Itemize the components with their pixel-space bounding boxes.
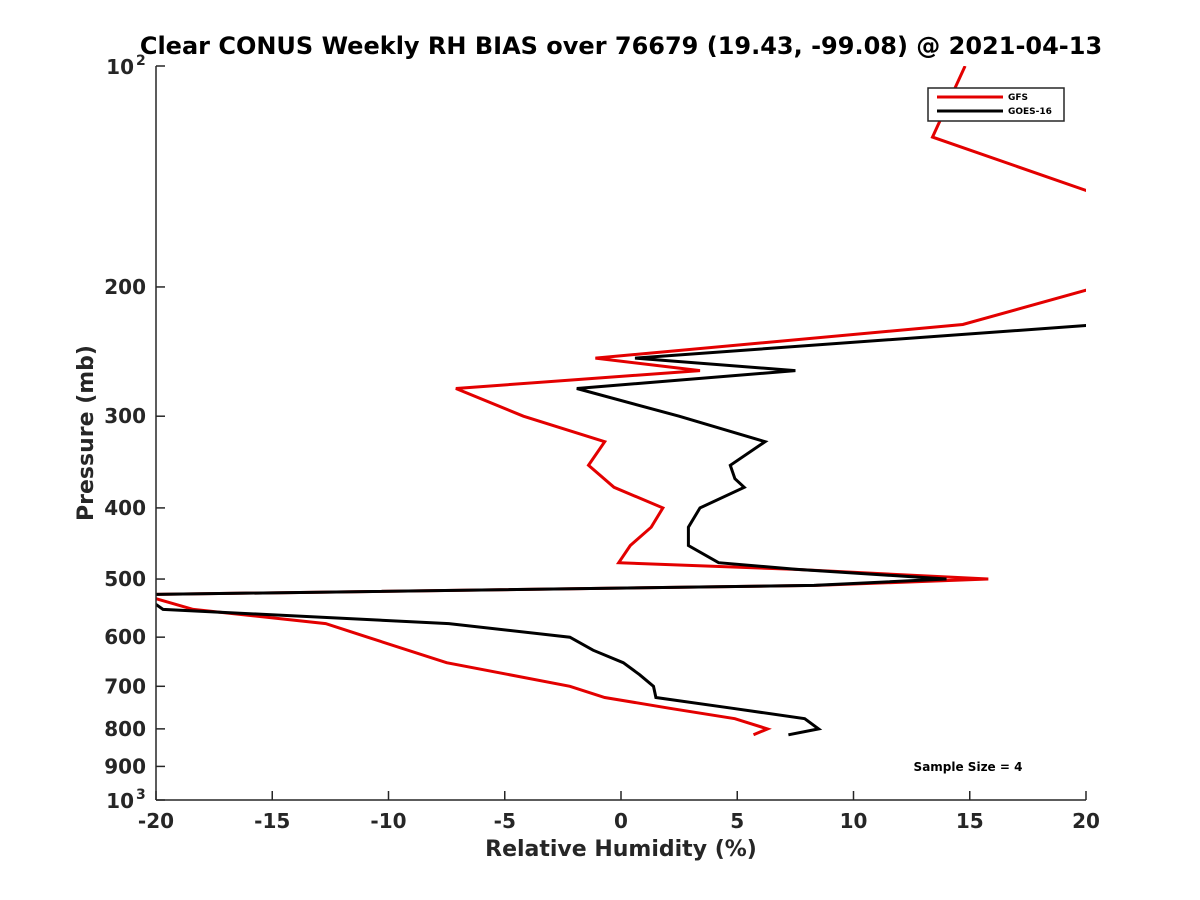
y-tick-label: 500 <box>104 567 146 591</box>
x-tick-label: 5 <box>730 809 744 833</box>
y-tick-label: 10 <box>106 55 134 79</box>
x-tick-label: -5 <box>494 809 516 833</box>
legend-box <box>927 87 1065 122</box>
y-tick-label: 10 <box>106 789 134 813</box>
x-tick-label: 15 <box>956 809 984 833</box>
x-tick-label: 0 <box>614 809 628 833</box>
series-layer <box>156 66 1086 737</box>
x-tick-label: -15 <box>254 809 290 833</box>
chart-title: Clear CONUS Weekly RH BIAS over 76679 (1… <box>140 32 1102 60</box>
y-tick-label: 400 <box>104 496 146 520</box>
y-tick-label: 900 <box>104 754 146 778</box>
legend: GFS GOES-16 <box>927 87 1065 122</box>
x-tick-label: -10 <box>370 809 406 833</box>
y-tick-label: 300 <box>104 404 146 428</box>
x-tick-label: -20 <box>138 809 174 833</box>
y-tick-label: 800 <box>104 717 146 741</box>
legend-label: GFS <box>1008 93 1028 103</box>
legend-label: GOES-16 <box>1008 107 1052 117</box>
sample-size-annotation: Sample Size = 4 <box>914 760 1023 774</box>
y-tick-label: 600 <box>104 625 146 649</box>
y-tick-exponent: 2 <box>136 53 146 69</box>
x-tick-label: 20 <box>1072 809 1100 833</box>
x-tick-label: 10 <box>840 809 868 833</box>
x-ticks: -20 -15 -10 -5 0 5 10 15 20 <box>138 791 1100 833</box>
y-tick-exponent: 3 <box>136 787 146 803</box>
y-axis-label: Pressure (mb) <box>74 345 99 521</box>
x-axis-label: Relative Humidity (%) <box>485 837 757 862</box>
y-tick-label: 700 <box>104 674 146 698</box>
y-tick-label: 200 <box>104 275 146 299</box>
axes <box>155 66 1086 801</box>
series-line-gfs <box>156 66 1086 737</box>
series-line-goes-16 <box>156 324 1086 737</box>
